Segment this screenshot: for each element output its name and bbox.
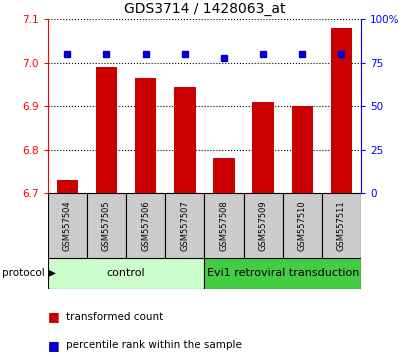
Text: GSM557509: GSM557509 bbox=[259, 200, 268, 251]
Bar bbox=[165, 193, 204, 258]
Text: transformed count: transformed count bbox=[66, 312, 164, 322]
Bar bbox=[331, 28, 352, 193]
Title: GDS3714 / 1428063_at: GDS3714 / 1428063_at bbox=[124, 2, 285, 16]
Bar bbox=[48, 258, 205, 289]
Bar bbox=[322, 193, 361, 258]
Text: GSM557506: GSM557506 bbox=[141, 200, 150, 251]
Bar bbox=[205, 193, 244, 258]
Bar bbox=[244, 193, 283, 258]
Text: percentile rank within the sample: percentile rank within the sample bbox=[66, 340, 242, 350]
Bar bbox=[283, 193, 322, 258]
Bar bbox=[126, 193, 165, 258]
Bar bbox=[205, 258, 361, 289]
Bar bbox=[252, 102, 274, 193]
Text: GSM557507: GSM557507 bbox=[180, 200, 189, 251]
Text: Evi1 retroviral transduction: Evi1 retroviral transduction bbox=[207, 268, 359, 279]
Text: control: control bbox=[107, 268, 145, 279]
Text: GSM557510: GSM557510 bbox=[298, 200, 307, 251]
Bar bbox=[174, 87, 195, 193]
Bar bbox=[135, 78, 156, 193]
Bar bbox=[87, 193, 126, 258]
Text: GSM557505: GSM557505 bbox=[102, 200, 111, 251]
Text: GSM557511: GSM557511 bbox=[337, 200, 346, 251]
Text: ■: ■ bbox=[48, 339, 59, 352]
Bar bbox=[291, 106, 313, 193]
Bar bbox=[48, 193, 87, 258]
Text: GSM557508: GSM557508 bbox=[220, 200, 229, 251]
Bar bbox=[96, 67, 117, 193]
Bar bbox=[213, 158, 235, 193]
Bar bbox=[56, 180, 78, 193]
Text: ■: ■ bbox=[48, 310, 59, 323]
Text: GSM557504: GSM557504 bbox=[63, 200, 72, 251]
Text: protocol ▶: protocol ▶ bbox=[2, 268, 56, 279]
